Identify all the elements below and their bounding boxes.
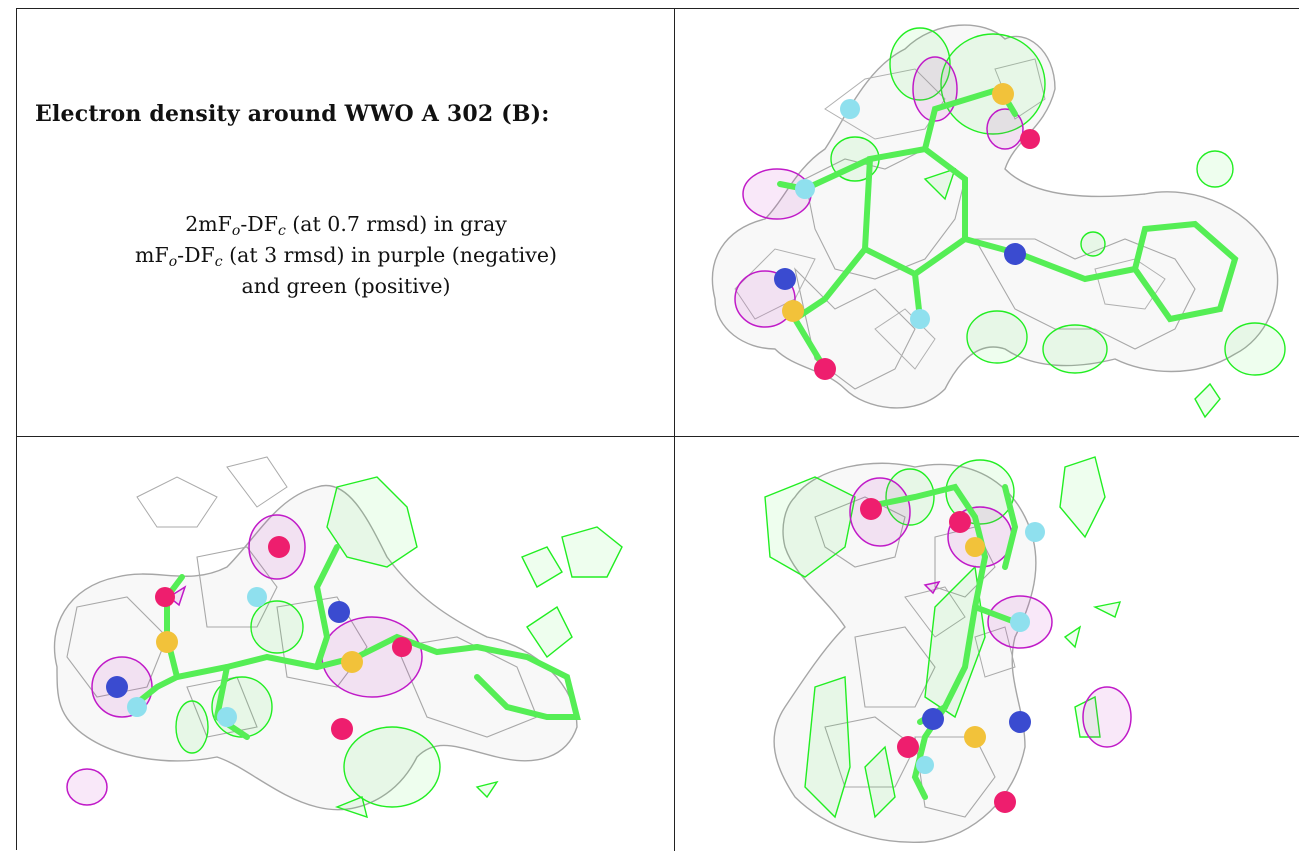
legend-cell: Electron density around WWO A 302 (B): 2… xyxy=(17,9,675,437)
ligand-atoms xyxy=(774,83,1040,380)
caption-text: mF xyxy=(135,243,169,267)
figure-title: Electron density around WWO A 302 (B): xyxy=(35,101,550,127)
caption-subscript: c xyxy=(214,254,223,270)
positive-density-mesh xyxy=(764,456,1122,819)
caption-text: -DF xyxy=(177,243,215,267)
positive-density-mesh xyxy=(175,476,623,819)
caption-text: 2mF xyxy=(185,212,232,236)
ligand-atoms xyxy=(860,498,1045,813)
gray-density-mesh xyxy=(53,456,578,811)
caption-subscript: o xyxy=(231,223,241,239)
caption-line-2: mFo-DFc (at 3 rmsd) in purple (negative) xyxy=(17,240,674,271)
caption-subscript: c xyxy=(277,223,286,239)
ligand-sticks xyxy=(777,85,1239,372)
gray-density-mesh xyxy=(711,24,1279,409)
density-view-2 xyxy=(17,437,675,851)
caption-subscript: o xyxy=(168,254,178,270)
caption-text: (at 3 rmsd) in purple (negative) xyxy=(222,243,557,267)
density-image-2 xyxy=(53,456,623,819)
ligand-atoms xyxy=(106,536,412,740)
density-view-1 xyxy=(675,9,1299,437)
density-image-1 xyxy=(711,24,1286,419)
caption-line-1: 2mFo-DFc (at 0.7 rmsd) in gray xyxy=(17,209,674,240)
caption-text: (at 0.7 rmsd) in gray xyxy=(285,212,507,236)
negative-density-mesh xyxy=(849,477,1132,748)
figure-caption: 2mFo-DFc (at 0.7 rmsd) in gray mFo-DFc (… xyxy=(17,209,674,302)
density-image-3 xyxy=(764,456,1132,844)
caption-text: -DF xyxy=(240,212,278,236)
caption-line-3: and green (positive) xyxy=(241,274,451,298)
gray-density-mesh xyxy=(773,462,1037,844)
density-view-3 xyxy=(675,437,1299,851)
positive-density-mesh xyxy=(830,27,1286,419)
figure-table: Electron density around WWO A 302 (B): 2… xyxy=(16,8,1299,851)
